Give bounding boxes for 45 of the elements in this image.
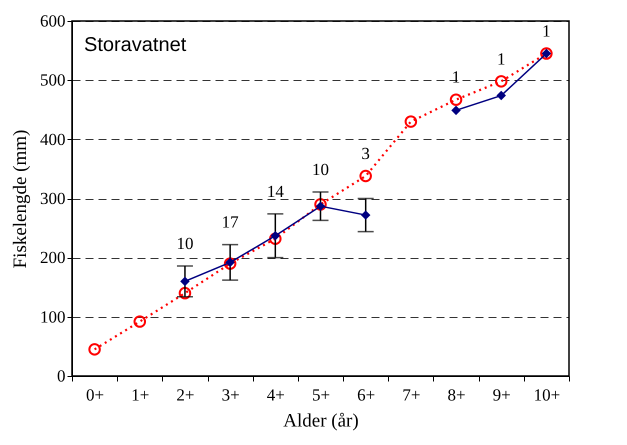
x-tick-label: 7+: [402, 386, 420, 404]
y-tick-label: 300: [40, 189, 66, 208]
x-tick-label: 0+: [86, 386, 104, 404]
y-tick-label: 0: [57, 366, 66, 386]
point: [316, 201, 326, 211]
y-tick-label: 400: [40, 130, 66, 149]
x-tick-label: 9+: [492, 386, 511, 404]
point: [451, 106, 461, 116]
annotation: 14: [266, 182, 284, 201]
x-tick-label: 1+: [131, 386, 150, 404]
annotation: 1: [542, 22, 551, 41]
x-tick-label: 8+: [448, 386, 466, 404]
x-tick-label: 10+: [534, 386, 560, 404]
annotation: 3: [361, 144, 370, 164]
annotation: Storavatnet: [84, 34, 187, 56]
x-tick-label: 4+: [266, 386, 285, 404]
x-tick-label: 2+: [176, 386, 194, 404]
annotation: 10: [176, 234, 194, 253]
point: [134, 315, 146, 328]
annotation: 17: [222, 212, 240, 232]
point: [88, 343, 101, 356]
point: [314, 198, 327, 211]
point: [269, 232, 282, 245]
annotation: 10: [312, 160, 329, 179]
y-tick-label: 500: [40, 70, 66, 90]
y-tick-label: 100: [40, 307, 66, 326]
point: [224, 257, 236, 270]
point: [450, 93, 462, 106]
point: [494, 75, 508, 88]
point: [225, 258, 235, 268]
x-tick-label: 6+: [357, 386, 376, 404]
point: [360, 210, 370, 220]
y-tick-label: 200: [40, 248, 66, 268]
x-axis-title: Alder (år): [283, 410, 359, 432]
y-axis-title: Fiskelengde (mm): [10, 130, 31, 268]
y-tick-label: 600: [40, 12, 66, 30]
x-tick-label: 5+: [312, 386, 330, 404]
point: [404, 115, 418, 128]
point: [496, 90, 506, 100]
point: [359, 170, 372, 182]
x-tick-label: 3+: [222, 386, 240, 404]
annotation: 1: [496, 49, 506, 68]
point: [178, 286, 192, 300]
point: [270, 231, 280, 241]
point: [180, 276, 190, 286]
